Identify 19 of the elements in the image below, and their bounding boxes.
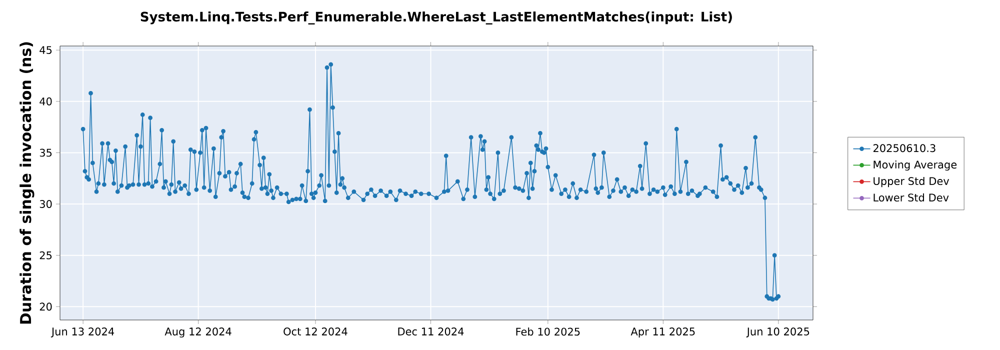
x-tick-label: Oct 12 2024 bbox=[284, 328, 348, 336]
y-tick-label: 30 bbox=[40, 200, 52, 208]
y-tick-label: 45 bbox=[40, 46, 52, 54]
y-axis-title: Duration of single invocation (ns) bbox=[20, 42, 34, 324]
chart-title: System.Linq.Tests.Perf_Enumerable.WhereLast_LastElementMatches(input: List) bbox=[140, 12, 732, 24]
x-tick-label: Apr 11 2025 bbox=[630, 328, 695, 338]
y-tick-label: 35 bbox=[40, 148, 52, 157]
legend-label: 20250610.3 bbox=[873, 144, 936, 152]
legend-label: Moving Average bbox=[874, 160, 957, 171]
x-tick-label: Dec 11 2024 bbox=[398, 328, 464, 336]
x-tick-label: Aug 12 2024 bbox=[164, 328, 232, 338]
x-tick-label: Jun 10 2025 bbox=[746, 328, 810, 338]
x-tick-label: Feb 10 2025 bbox=[516, 328, 580, 336]
y-tick-label: 20 bbox=[40, 302, 52, 311]
legend-label: Lower Std Dev bbox=[874, 193, 949, 202]
y-tick-label: 25 bbox=[40, 251, 52, 260]
y-tick-label: 40 bbox=[40, 97, 52, 106]
x-tick-label: Jun 13 2024 bbox=[50, 328, 114, 338]
legend-label: Upper Std Dev bbox=[874, 176, 950, 188]
